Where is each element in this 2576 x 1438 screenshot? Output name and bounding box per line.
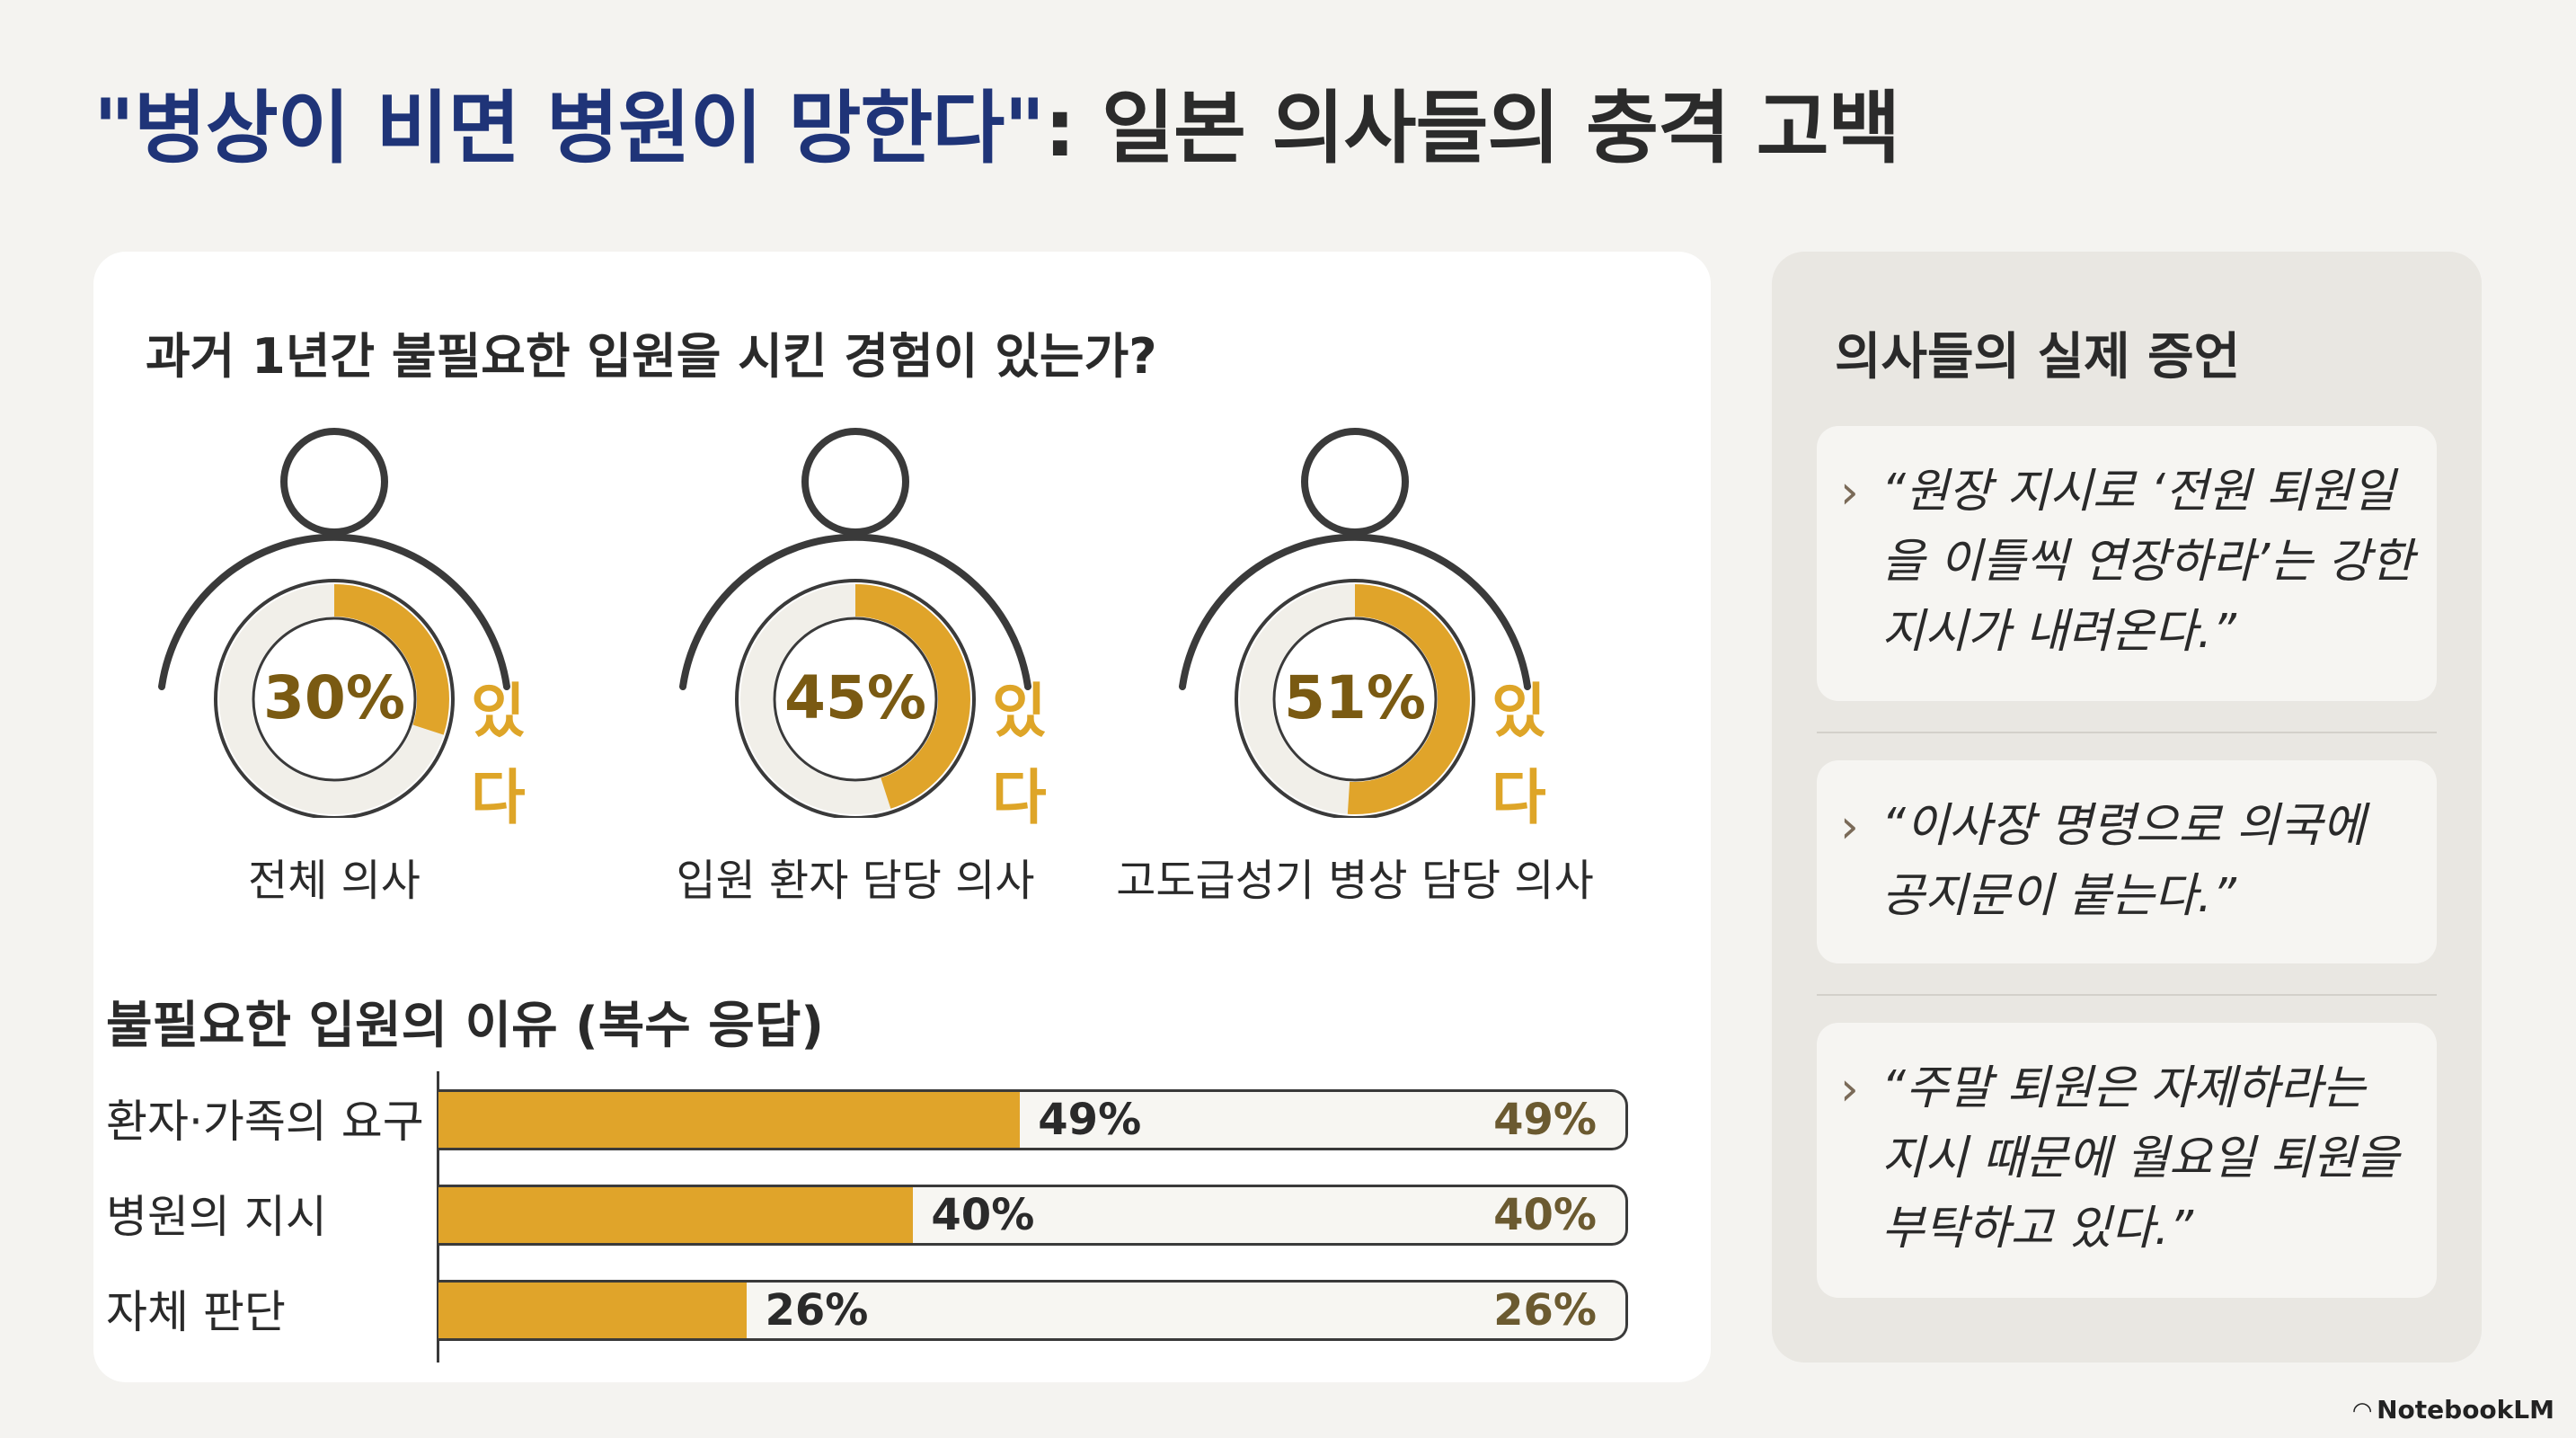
chevron-right-icon: › (1840, 1062, 1859, 1116)
bar-chart-axis (437, 1071, 439, 1363)
testimony-quote-card: › “이사장 명령으로 의국에 공지문이 붙는다.” (1817, 760, 2437, 963)
donut-figure-inpatient-doctors: 45% 있다 입원 환자 담당 의사 (625, 422, 1093, 926)
donut-inner-edge (773, 617, 938, 782)
donut-answer-label: 있다 (471, 677, 526, 832)
brand-label: NotebookLM (2377, 1395, 2554, 1425)
testimony-quote-text: “주말 퇴원은 자제하라는 지시 때문에 월요일 퇴원을 부탁하고 있다.” (1881, 1061, 2399, 1256)
bar-row-family-request: 환자·가족의 요구 49% 49% (0, 1089, 1707, 1154)
testimony-quote-text: “이사장 명령으로 의국에 공지문이 붙는다.” (1881, 799, 2366, 923)
chevron-right-icon: › (1840, 800, 1859, 854)
reasons-chart-title: 불필요한 입원의 이유 (복수 응답) (106, 997, 824, 1055)
page-title-rest: : 일본 의사들의 충격 고백 (1044, 82, 1900, 174)
bar-row-hospital-order: 병원의 지시 40% 40% (0, 1185, 1707, 1249)
donut-arc (219, 584, 449, 814)
person-head-icon (1301, 428, 1409, 536)
donut-answer-label: 있다 (992, 677, 1047, 832)
testimony-quote-card: › “주말 퇴원은 자제하라는 지시 때문에 월요일 퇴원을 부탁하고 있다.” (1817, 1023, 2437, 1298)
donut-category-label: 고도급성기 병상 담당 의사 (1116, 856, 1594, 906)
bar-category-label: 자체 판단 (106, 1286, 286, 1338)
person-shoulders-icon (1179, 533, 1531, 690)
bar-value-label: 26% (765, 1285, 869, 1336)
donut-chart (679, 428, 1031, 818)
bar-value-end-label: 40% (1493, 1190, 1597, 1240)
bar-fill (438, 1092, 1021, 1148)
bar-track: 26% 26% (438, 1280, 1628, 1341)
testimony-quote-text: “원장 지시로 ‘전원 퇴원일을 이틀씩 연장하라’는 강한 지시가 내려온다.… (1881, 465, 2414, 659)
donut-arc (1240, 584, 1470, 814)
bar-row-own-judgment: 자체 판단 26% 26% (0, 1280, 1707, 1345)
chevron-right-icon: › (1840, 466, 1859, 519)
donut-percent-label: 51% (1284, 663, 1426, 732)
bar-category-label: 병원의 지시 (106, 1191, 327, 1243)
bar-value-label: 49% (1038, 1095, 1142, 1145)
testimony-title: 의사들의 실제 증언 (1835, 328, 2241, 386)
donut-inner-edge (1272, 617, 1438, 782)
bar-category-label: 환자·가족의 요구 (106, 1096, 424, 1148)
person-head-icon (280, 428, 388, 536)
brand-watermark: ◠ NotebookLM (2353, 1395, 2554, 1425)
donut-percent-label: 30% (263, 663, 405, 732)
donut-category-label: 전체 의사 (248, 856, 420, 906)
bar-fill (438, 1187, 914, 1243)
bar-value-label: 40% (931, 1190, 1035, 1240)
person-shoulders-icon (679, 533, 1031, 690)
page-title: "병상이 비면 병원이 망한다": 일본 의사들의 충격 고백 (93, 65, 1901, 179)
testimony-quote-card: › “원장 지시로 ‘전원 퇴원일을 이틀씩 연장하라’는 강한 지시가 내려온… (1817, 426, 2437, 701)
donut-category-label: 입원 환자 담당 의사 (676, 856, 1035, 906)
survey-question: 과거 1년간 불필요한 입원을 시킨 경험이 있는가? (146, 328, 1157, 385)
quote-divider (1817, 732, 2437, 733)
bar-value-end-label: 26% (1493, 1285, 1597, 1336)
donut-figure-all-doctors: 30% 있다 전체 의사 (104, 422, 571, 926)
donut-inner-edge (252, 617, 417, 782)
person-head-icon (801, 428, 909, 536)
donut-chart (1179, 428, 1531, 818)
bar-track: 40% 40% (438, 1185, 1628, 1246)
person-shoulders-icon (158, 533, 510, 690)
donut-percent-label: 45% (784, 663, 926, 732)
donut-arc (740, 584, 970, 814)
donut-chart (158, 428, 510, 818)
donut-answer-label: 있다 (1492, 677, 1546, 832)
bar-track: 49% 49% (438, 1089, 1628, 1150)
notebooklm-logo-icon: ◠ (2353, 1398, 2372, 1425)
bar-fill (438, 1283, 748, 1338)
page-title-quoted: "병상이 비면 병원이 망한다" (93, 82, 1045, 174)
bar-value-end-label: 49% (1493, 1095, 1597, 1145)
donut-figure-acute-bed-doctors: 51% 있다 고도급성기 병상 담당 의사 (1116, 422, 1594, 926)
quote-divider (1817, 994, 2437, 996)
